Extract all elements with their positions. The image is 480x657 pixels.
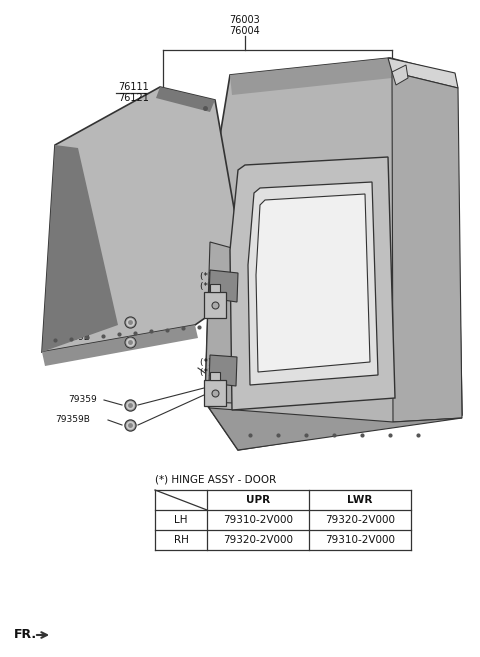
Text: 79359B: 79359B — [55, 332, 90, 342]
Text: (*) 79312: (*) 79312 — [200, 369, 243, 378]
Text: (*) 79312: (*) 79312 — [200, 283, 243, 292]
Text: 79359: 79359 — [68, 396, 97, 405]
Text: FR.: FR. — [14, 629, 37, 641]
Text: LH: LH — [174, 515, 188, 525]
Polygon shape — [42, 145, 118, 352]
Polygon shape — [209, 270, 238, 302]
Text: UPR: UPR — [246, 495, 270, 505]
Polygon shape — [209, 355, 237, 386]
Polygon shape — [256, 194, 370, 372]
Text: 79310-2V000: 79310-2V000 — [325, 535, 395, 545]
Text: RH: RH — [174, 535, 189, 545]
Text: 79320-2V000: 79320-2V000 — [325, 515, 395, 525]
Polygon shape — [230, 58, 392, 95]
Text: 79359B: 79359B — [55, 415, 90, 424]
Polygon shape — [392, 72, 462, 422]
Polygon shape — [392, 65, 408, 85]
Polygon shape — [388, 58, 458, 88]
Polygon shape — [205, 242, 234, 403]
Polygon shape — [156, 87, 215, 112]
Text: 79359: 79359 — [68, 311, 97, 321]
Text: (*) 79311: (*) 79311 — [200, 357, 243, 367]
Polygon shape — [205, 402, 462, 450]
Polygon shape — [42, 325, 198, 366]
Text: (*) 79311: (*) 79311 — [200, 271, 243, 281]
Text: 79310-2V000: 79310-2V000 — [223, 515, 293, 525]
Polygon shape — [248, 182, 378, 385]
Polygon shape — [205, 58, 462, 450]
Polygon shape — [42, 87, 248, 352]
Text: 76004: 76004 — [229, 26, 260, 36]
Text: LWR: LWR — [348, 495, 372, 505]
Polygon shape — [210, 284, 220, 292]
Text: 76121: 76121 — [118, 93, 149, 103]
Text: 76003: 76003 — [229, 15, 260, 25]
Text: 76111: 76111 — [118, 82, 149, 92]
FancyBboxPatch shape — [204, 292, 226, 318]
FancyBboxPatch shape — [204, 380, 226, 406]
Text: 79320-2V000: 79320-2V000 — [223, 535, 293, 545]
Polygon shape — [230, 157, 395, 410]
Polygon shape — [210, 372, 220, 380]
Text: (*) HINGE ASSY - DOOR: (*) HINGE ASSY - DOOR — [155, 475, 276, 485]
